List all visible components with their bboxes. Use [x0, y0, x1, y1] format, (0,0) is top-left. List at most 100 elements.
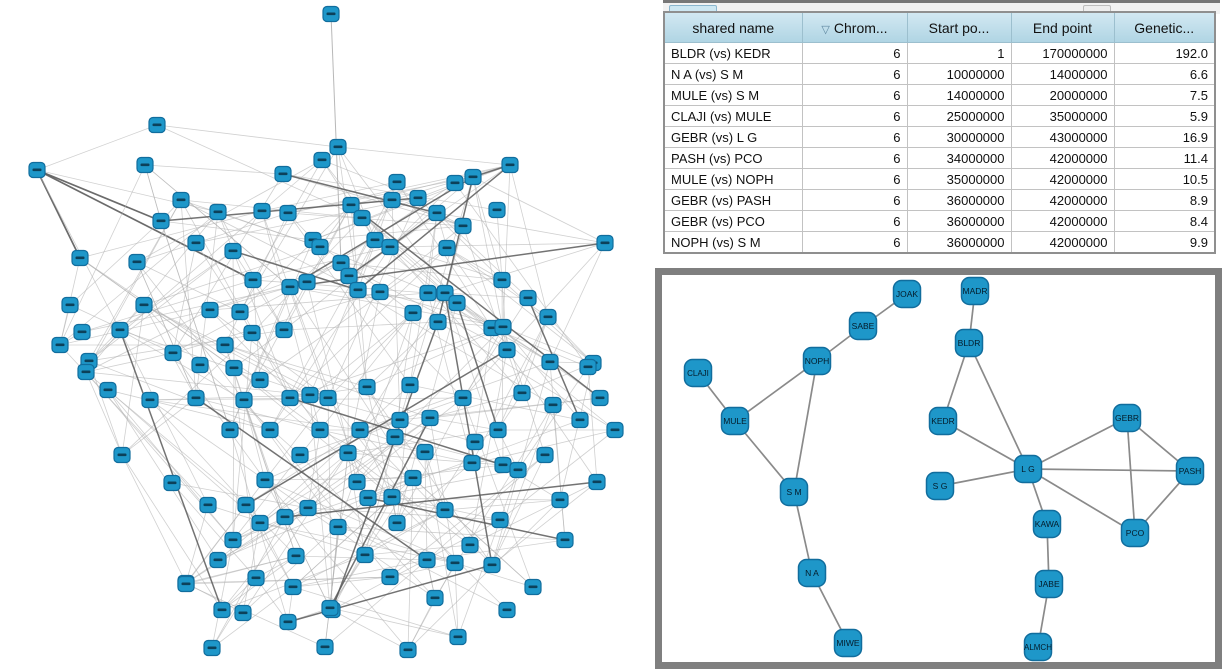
table-cell[interactable]: 7.5	[1113, 84, 1216, 106]
network-edge[interactable]	[136, 261, 241, 313]
network-edge[interactable]	[549, 242, 606, 363]
network-edge[interactable]	[261, 210, 329, 399]
subnetwork-edge[interactable]	[793, 360, 818, 493]
network-edge[interactable]	[491, 454, 546, 566]
subnetwork-edge[interactable]	[734, 360, 818, 422]
network-edge[interactable]	[119, 329, 209, 506]
network-edge[interactable]	[491, 481, 598, 566]
network-edge[interactable]	[88, 360, 123, 456]
table-row[interactable]: CLAJI (vs) MULE 6 25000000 35000000 5.9	[663, 105, 1216, 127]
network-edge[interactable]	[36, 124, 158, 171]
column-header-start-point[interactable]: Start po...	[906, 11, 1012, 43]
table-cell[interactable]: 36000000	[906, 231, 1012, 254]
network-edge[interactable]	[444, 292, 529, 299]
network-edge[interactable]	[456, 302, 616, 431]
subnetwork-node[interactable]: N A	[797, 558, 827, 588]
network-edge[interactable]	[389, 246, 523, 394]
network-edge[interactable]	[252, 246, 391, 281]
network-edge[interactable]	[289, 247, 448, 399]
table-row[interactable]: BLDR (vs) KEDR 6 1 170000000 192.0	[663, 42, 1216, 64]
network-edge[interactable]	[357, 164, 511, 291]
main-network-canvas[interactable]	[0, 0, 655, 669]
network-edge[interactable]	[264, 479, 409, 651]
network-edge[interactable]	[160, 220, 231, 431]
network-edge[interactable]	[144, 164, 162, 222]
subnetwork-canvas[interactable]: JOAK MADR SABE BLDR NOPH CLAJI GEBR KEDR MULE L G…	[662, 275, 1215, 662]
network-edge[interactable]	[107, 389, 271, 431]
network-edge[interactable]	[185, 555, 297, 585]
network-edge[interactable]	[81, 279, 254, 333]
network-edge[interactable]	[412, 429, 616, 479]
network-edge[interactable]	[469, 349, 508, 546]
table-cell[interactable]: CLAJI (vs) MULE	[663, 105, 803, 127]
network-edge[interactable]	[282, 173, 438, 214]
table-cell[interactable]: 42000000	[1010, 231, 1115, 254]
network-edge[interactable]	[319, 429, 414, 479]
network-edge[interactable]	[121, 304, 145, 456]
network-edge[interactable]	[283, 246, 391, 331]
network-edge[interactable]	[59, 164, 146, 346]
table-cell[interactable]: 42000000	[1010, 147, 1115, 169]
table-cell[interactable]: 30000000	[906, 126, 1012, 148]
network-edge[interactable]	[269, 312, 414, 431]
network-edge[interactable]	[462, 242, 606, 399]
network-edge[interactable]	[233, 367, 321, 431]
network-edge[interactable]	[559, 362, 594, 501]
subnetwork-edge[interactable]	[939, 468, 1029, 487]
subnetwork-edge[interactable]	[1027, 468, 1191, 472]
network-edge[interactable]	[417, 176, 474, 199]
table-cell[interactable]: 1	[906, 42, 1012, 64]
network-edge[interactable]	[331, 609, 409, 651]
network-edge[interactable]	[307, 429, 321, 509]
subnetwork-edge[interactable]	[1027, 468, 1136, 534]
network-edge[interactable]	[185, 504, 209, 584]
subnetwork-node[interactable]: KEDR	[928, 406, 958, 436]
table-cell[interactable]: 6.6	[1113, 63, 1216, 85]
network-edge[interactable]	[211, 586, 294, 649]
network-edge[interactable]	[289, 326, 504, 399]
network-edge[interactable]	[239, 204, 352, 313]
network-edge[interactable]	[119, 250, 234, 331]
table-cell[interactable]: 36000000	[906, 189, 1012, 211]
network-edge[interactable]	[407, 499, 561, 651]
network-edge[interactable]	[88, 360, 271, 431]
network-edge[interactable]	[211, 539, 234, 649]
table-cell[interactable]: 170000000	[1010, 42, 1115, 64]
table-cell[interactable]: 6	[801, 105, 908, 127]
network-edge[interactable]	[331, 321, 439, 611]
network-edge[interactable]	[364, 509, 446, 556]
network-edge[interactable]	[143, 304, 201, 366]
network-edge[interactable]	[324, 559, 428, 648]
network-edge[interactable]	[347, 452, 366, 556]
network-edge[interactable]	[217, 211, 285, 331]
network-edge[interactable]	[172, 291, 381, 354]
network-edge[interactable]	[547, 316, 594, 364]
network-edge[interactable]	[143, 246, 321, 306]
network-edge[interactable]	[366, 326, 504, 388]
network-edge[interactable]	[149, 399, 247, 506]
subnetwork-edge[interactable]	[968, 342, 1029, 470]
subnetwork-edge[interactable]	[942, 420, 1029, 470]
subnetwork-node[interactable]: PASH	[1175, 456, 1205, 486]
network-edge[interactable]	[436, 212, 529, 299]
table-row[interactable]: GEBR (vs) L G 6 30000000 43000000 16.9	[663, 126, 1216, 148]
subnetwork-node[interactable]: KAWA	[1032, 509, 1062, 539]
network-edge[interactable]	[389, 441, 476, 578]
network-edge[interactable]	[407, 597, 436, 651]
network-edge[interactable]	[446, 247, 594, 364]
network-edge[interactable]	[85, 352, 174, 373]
network-edge[interactable]	[242, 522, 261, 614]
network-edge[interactable]	[340, 262, 508, 351]
network-edge[interactable]	[36, 169, 219, 213]
network-edge[interactable]	[502, 326, 581, 421]
table-cell[interactable]: GEBR (vs) PCO	[663, 210, 803, 232]
subnetwork-node[interactable]: CLAJI	[683, 358, 713, 388]
table-cell[interactable]: GEBR (vs) L G	[663, 126, 803, 148]
network-edge[interactable]	[307, 507, 501, 521]
network-edge[interactable]	[287, 212, 464, 227]
network-edge[interactable]	[306, 204, 352, 283]
network-edge[interactable]	[121, 397, 197, 456]
subnetwork-node[interactable]: JABE	[1034, 569, 1064, 599]
network-edge[interactable]	[364, 544, 471, 556]
network-edge[interactable]	[143, 304, 329, 399]
